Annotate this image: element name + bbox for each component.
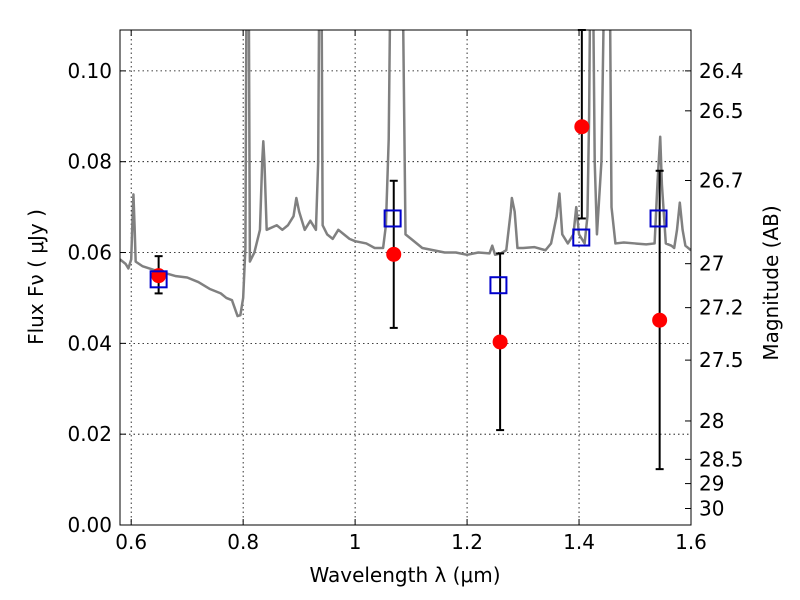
spectrum-layer xyxy=(120,30,691,318)
mag-tick-label: 26.5 xyxy=(699,99,744,123)
mag-tick-label: 26.4 xyxy=(699,59,744,83)
mag-tick-label: 26.7 xyxy=(699,169,744,193)
y-axis-title: Flux Fν ( μJy ) xyxy=(24,209,48,345)
x-tick-label: 0.6 xyxy=(115,530,147,554)
y-tick-label: 0.02 xyxy=(67,422,112,446)
observed-layer xyxy=(151,119,668,350)
observed-point xyxy=(652,312,668,328)
y-tick-label: 0.04 xyxy=(67,331,112,355)
model-point xyxy=(489,276,508,295)
x-tick-label: 1.2 xyxy=(451,530,483,554)
observed-point xyxy=(574,119,590,135)
y-tick-label: 0.08 xyxy=(67,150,112,174)
observed-point xyxy=(386,246,402,262)
model-photometry-layer xyxy=(149,209,668,295)
y2-axis-title: Magnitude (AB) xyxy=(759,205,783,360)
model-point xyxy=(383,209,402,228)
mag-tick-label: 27.2 xyxy=(699,296,744,320)
x-tick-label: 1 xyxy=(349,530,362,554)
x-tick-label: 0.8 xyxy=(227,530,259,554)
mag-tick-label: 27.5 xyxy=(699,348,744,372)
mag-tick-label: 30 xyxy=(699,497,724,521)
mag-tick-label: 28.5 xyxy=(699,447,744,471)
mag-tick-label: 28 xyxy=(699,409,724,433)
x-axis-title: Wavelength λ (μm) xyxy=(309,563,500,587)
model-point xyxy=(149,270,168,289)
x-tick-label: 1.6 xyxy=(675,530,707,554)
y-tick-label: 0.10 xyxy=(67,59,112,83)
y-axis-left: 0.00 0.02 0.04 0.06 0.08 0.10 xyxy=(67,59,126,537)
observed-point xyxy=(492,334,508,350)
y-tick-label: 0.06 xyxy=(67,241,112,265)
x-tick-label: 1.4 xyxy=(563,530,595,554)
spectrum-line xyxy=(120,30,691,318)
model-point xyxy=(572,228,591,247)
model-point xyxy=(649,209,668,228)
mag-tick-label: 29 xyxy=(699,472,724,496)
plot-frame xyxy=(119,29,692,526)
y-tick-label: 0.00 xyxy=(67,513,112,537)
x-axis: 0.6 0.8 1 1.2 1.4 1.6 xyxy=(115,30,707,554)
mag-tick-label: 27 xyxy=(699,252,724,276)
